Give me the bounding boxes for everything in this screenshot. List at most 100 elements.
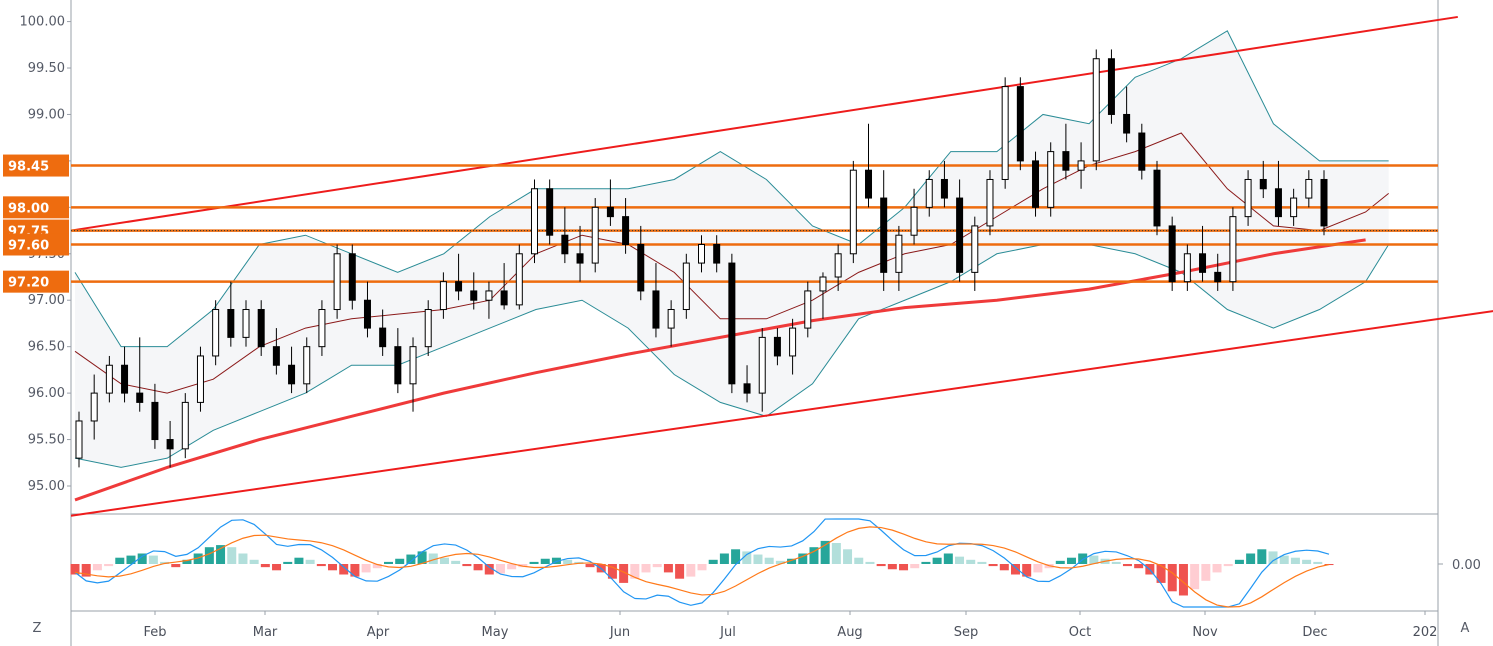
histogram-bar [798, 553, 808, 564]
histogram-bar [1033, 564, 1043, 573]
histogram-bar [955, 556, 965, 564]
price-tick-label: 96.00 [28, 386, 65, 401]
candle-body [986, 178, 994, 227]
histogram-bar [260, 564, 270, 568]
candle-body [865, 169, 873, 199]
histogram-bar [787, 558, 797, 564]
channel-lower-line [70, 310, 1493, 517]
candle-body [379, 327, 387, 348]
histogram-bar [809, 547, 819, 564]
histogram-bar [204, 547, 214, 564]
candle [303, 337, 311, 394]
histogram-bar [518, 564, 528, 568]
candle-body [333, 253, 341, 311]
candle-body [1123, 113, 1131, 134]
histogram-bar [585, 564, 595, 568]
histogram-bar [1268, 551, 1278, 564]
candle-body [834, 253, 842, 278]
level-tag-label: 97.20 [8, 276, 49, 291]
auto-scale-button[interactable]: A [1460, 621, 1470, 636]
histogram-bar [451, 560, 461, 564]
candle-body [530, 188, 538, 255]
channel-upper-line [70, 15, 1458, 232]
histogram-bar [1178, 564, 1188, 596]
histogram-bar [865, 561, 875, 564]
candle [105, 355, 113, 403]
candle [333, 244, 341, 319]
histogram-bar [1313, 561, 1323, 564]
level-tag-label: 98.00 [8, 201, 49, 216]
level-tag: 97.20 [3, 270, 69, 293]
histogram-bar [966, 559, 976, 564]
candle-body [682, 262, 690, 311]
bollinger-fill [75, 30, 1389, 468]
histogram-bar [1201, 564, 1211, 581]
candle [895, 225, 903, 291]
candle-body [257, 309, 265, 348]
candle [622, 198, 630, 254]
candle [865, 123, 873, 208]
candle [181, 393, 189, 459]
candle [90, 374, 98, 440]
candle-body [1047, 151, 1055, 208]
histogram-bar [1246, 553, 1256, 564]
candle-body [1274, 188, 1282, 218]
candle [1305, 170, 1313, 208]
histogram-bar [719, 553, 729, 564]
candle [500, 263, 508, 310]
histogram-bar [428, 553, 438, 564]
candle [242, 300, 250, 347]
zoom-button[interactable]: Z [32, 621, 42, 636]
candle [394, 328, 402, 394]
candle-body [743, 383, 751, 394]
histogram-bar [943, 553, 953, 564]
time-axis[interactable]: Feb Mar Apr May Jun Jul Aug Sep Oct Nov Dec 202 [143, 611, 1437, 640]
price-tick-label: 99.50 [28, 61, 65, 76]
candle-body [773, 336, 781, 357]
candle [849, 160, 857, 264]
candle [1092, 49, 1100, 171]
candle-body [925, 178, 933, 208]
candle [151, 383, 159, 449]
histogram-bar [294, 557, 304, 564]
moving-average-long-line [74, 238, 1366, 502]
histogram-bar [372, 564, 382, 569]
candle-body [1290, 197, 1298, 218]
candle [379, 309, 387, 356]
candle [318, 300, 326, 356]
candle-body [409, 346, 417, 385]
candle-body [728, 262, 736, 385]
candle [971, 216, 979, 291]
candle [758, 328, 766, 412]
candle-body [348, 253, 356, 301]
level-tag: 98.45 [3, 154, 69, 177]
candle [485, 281, 493, 319]
price-tick-label: 99.00 [28, 107, 65, 122]
candle [1183, 244, 1191, 291]
histogram-bar [406, 554, 416, 564]
histogram-bar [1089, 555, 1099, 564]
candle [667, 300, 675, 347]
candle [652, 263, 660, 338]
histogram-bar [764, 557, 774, 564]
histogram-bar [641, 564, 651, 573]
histogram-bar [619, 564, 629, 583]
histogram-bar [899, 564, 909, 571]
candle-body [910, 206, 918, 236]
candle-body [363, 299, 371, 329]
candle-body [1183, 253, 1191, 283]
candle [288, 346, 296, 394]
time-tick-label: Jul [719, 625, 736, 640]
histogram-bar [395, 558, 405, 564]
histogram-bar [1055, 560, 1065, 564]
candle-body [880, 197, 888, 273]
candle-body [151, 401, 159, 441]
histogram-bar [540, 558, 550, 564]
histogram-bar [272, 564, 282, 571]
histogram-bar [652, 564, 662, 568]
histogram-bar [104, 564, 114, 567]
candle [439, 272, 447, 319]
candle-body [1016, 86, 1024, 162]
candle [424, 300, 432, 356]
